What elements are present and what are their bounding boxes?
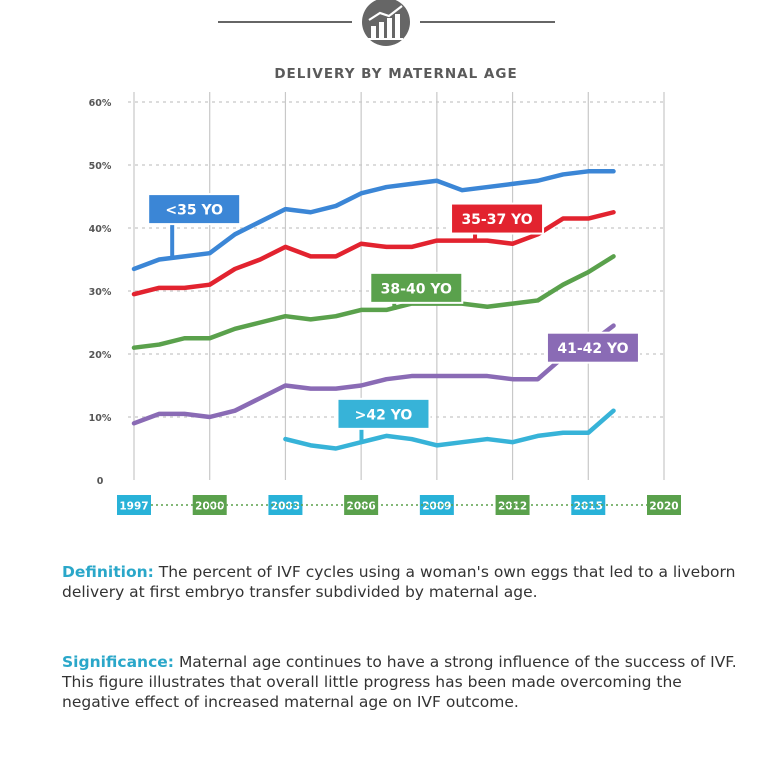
series-label: <35 YO [147,193,242,260]
significance-label: Significance: [62,653,174,671]
series-line [131,254,616,350]
series-label-text: >42 YO [355,407,413,423]
delivery-chart: DELIVERY BY MATERNAL AGE 0 10% 20% 30% 40% 50… [89,0,681,515]
x-tick: 1997 [117,495,151,515]
chart-title: DELIVERY BY MATERNAL AGE [274,66,517,82]
series-line [131,169,616,272]
y-tick-label: 60% [89,98,112,109]
series-line [131,210,616,297]
x-tick: 2006 [344,495,379,515]
x-tick: 2003 [268,495,303,515]
series-label: >42 YO [336,397,431,443]
series [131,169,616,451]
x-tick: 2000 [192,495,227,515]
x-tick-label: 2000 [195,501,224,513]
y-tick-label: 0 [97,476,104,487]
x-tick-label: 2012 [498,501,527,513]
y-tick-label: 10% [89,413,112,424]
definition-block: Definition: The percent of IVF cycles us… [62,562,752,602]
series-line [131,323,616,426]
x-tick: 2015 [571,495,606,515]
definition-label: Definition: [62,563,154,581]
series-line [283,408,616,451]
significance-text: Maternal age continues to have a strong … [62,653,737,711]
series-label-text: 35-37 YO [461,212,532,228]
bar-chart-icon [362,0,410,46]
series-label-text: <35 YO [165,203,223,219]
y-axis: 0 10% 20% 30% 40% 50% 60% [89,98,112,487]
y-tick-label: 20% [89,350,112,361]
series-label-text: 38-40 YO [381,281,452,297]
x-tick: 2020 [647,495,681,515]
x-tick-label: 2020 [649,501,678,513]
x-tick-label: 2003 [271,501,300,513]
series-label: 41-42 YO [545,331,640,364]
x-tick-label: 2006 [347,501,376,513]
x-tick-label: 2009 [422,501,451,513]
significance-block: Significance: Maternal age continues to … [62,652,752,712]
series-label: 35-37 YO [450,202,545,241]
x-tick-label: 1997 [119,501,148,513]
y-tick-label: 40% [89,224,112,235]
x-axis: 1997 2000 2003 2006 2009 2012 2015 2020 [117,495,681,515]
x-tick-label: 2015 [574,501,603,513]
series-label: 38-40 YO [369,271,464,310]
y-tick-label: 30% [89,287,112,298]
chart-header [218,0,555,46]
series-labels: <35 YO 35-37 YO 38-40 YO 41-42 YO >42 YO [147,193,640,443]
y-tick-label: 50% [89,161,112,172]
definition-text: The percent of IVF cycles using a woman'… [62,563,736,601]
series-label-text: 41-42 YO [557,341,628,357]
